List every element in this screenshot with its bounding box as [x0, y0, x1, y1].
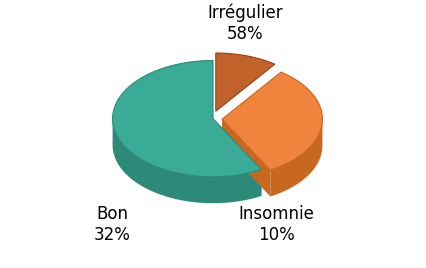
Text: 10%: 10%	[258, 226, 295, 244]
Text: 58%: 58%	[226, 25, 263, 43]
Polygon shape	[271, 120, 322, 196]
Text: Insomnie: Insomnie	[239, 205, 314, 223]
Polygon shape	[112, 119, 262, 203]
Text: Irrégulier: Irrégulier	[207, 4, 282, 22]
Polygon shape	[216, 53, 275, 111]
Polygon shape	[222, 119, 271, 196]
Polygon shape	[213, 119, 262, 196]
Polygon shape	[112, 61, 262, 177]
Text: Bon: Bon	[97, 205, 129, 223]
Text: 32%: 32%	[94, 226, 131, 244]
Polygon shape	[222, 72, 322, 170]
